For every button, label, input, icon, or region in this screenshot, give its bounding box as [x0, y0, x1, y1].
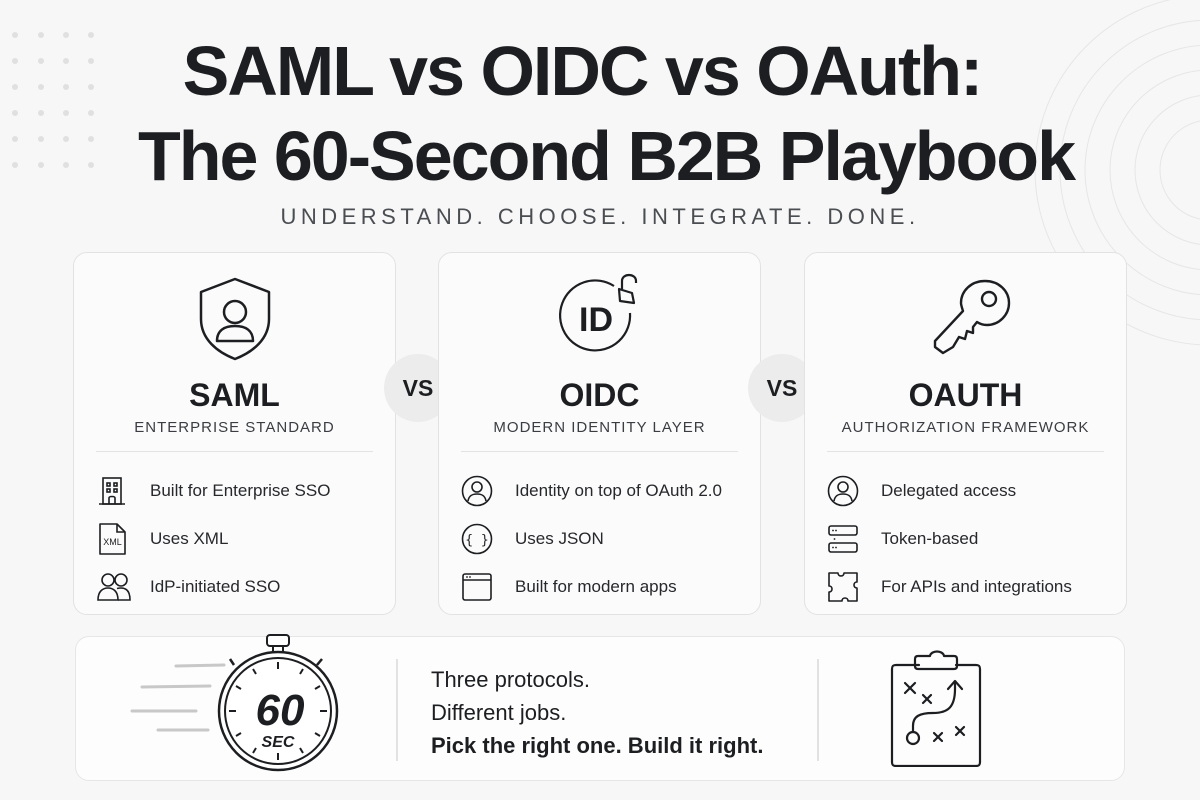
divider	[461, 451, 738, 452]
protocol-name: OIDC	[559, 377, 640, 413]
feature-list: Delegated access Token-based For APIs an…	[827, 467, 1116, 611]
svg-text:SEC: SEC	[262, 734, 295, 751]
divider	[817, 659, 819, 761]
protocol-card-oauth: OAUTH AUTHORIZATION FRAMEWORK Delegated …	[804, 252, 1127, 615]
svg-text:{ }: { }	[465, 533, 488, 548]
page-title-line-2: The 60-Second B2B Playbook	[137, 117, 1076, 195]
xml-file-icon: XML	[96, 522, 136, 556]
feature-text: Token-based	[881, 529, 979, 548]
building-icon	[96, 474, 136, 508]
feature-item: Built for modern apps	[461, 563, 750, 611]
puzzle-icon	[827, 570, 867, 604]
id-lock-icon: ID	[558, 273, 637, 352]
feature-item: Built for Enterprise SSO	[96, 467, 385, 515]
token-server-icon	[827, 522, 867, 556]
protocol-tagline: MODERN IDENTITY LAYER	[493, 419, 706, 436]
protocol-name: OAUTH	[908, 377, 1023, 413]
page-title-line-1: SAML vs OIDC vs OAuth:	[182, 32, 984, 110]
divider	[396, 659, 398, 761]
svg-text:XML: XML	[103, 537, 122, 547]
svg-text:ID: ID	[579, 301, 613, 339]
shield-user-icon	[199, 277, 270, 361]
feature-text: Delegated access	[881, 481, 1017, 500]
stopwatch-60-sec-icon: 60 SEC	[130, 634, 339, 772]
dot-grid-decoration	[12, 32, 94, 168]
protocol-tagline: AUTHORIZATION FRAMEWORK	[841, 419, 1090, 436]
feature-item: Delegated access	[827, 467, 1116, 515]
browser-window-icon	[461, 570, 501, 604]
summary-panel: 60 SEC Three protocols. Different jobs. …	[75, 634, 1125, 781]
feature-text: For APIs and integrations	[881, 577, 1072, 596]
divider	[96, 451, 373, 452]
tagline-line-1: Three protocols.	[431, 667, 590, 692]
feature-text: IdP-initiated SSO	[150, 577, 281, 596]
concentric-rings-decoration	[1034, 0, 1200, 346]
feature-item: For APIs and integrations	[827, 563, 1116, 611]
users-icon	[96, 570, 136, 604]
feature-item: Token-based	[827, 515, 1116, 563]
tagline-line-2: Different jobs.	[431, 700, 567, 725]
feature-text: Built for modern apps	[515, 577, 677, 596]
protocol-tagline: ENTERPRISE STANDARD	[134, 419, 335, 436]
feature-list: Identity on top of OAuth 2.0 { } Uses JS…	[461, 467, 750, 611]
feature-text: Uses JSON	[515, 529, 604, 548]
protocol-card-oidc: ID OIDC MODERN IDENTITY LAYER Identity o…	[438, 252, 761, 615]
playbook-clipboard-icon	[890, 650, 982, 767]
feature-item: Identity on top of OAuth 2.0	[461, 467, 750, 515]
page-subtitle: UNDERSTAND. CHOOSE. INTEGRATE. DONE.	[280, 204, 920, 229]
svg-text:60: 60	[256, 686, 305, 735]
user-circle-icon	[461, 474, 501, 508]
feature-text: Uses XML	[150, 529, 229, 548]
feature-item: { } Uses JSON	[461, 515, 750, 563]
user-circle-icon	[827, 474, 867, 508]
json-braces-icon: { }	[461, 522, 501, 556]
summary-tagline: Three protocols. Different jobs. Pick th…	[431, 663, 763, 762]
key-icon	[933, 279, 1010, 355]
feature-item: XML Uses XML	[96, 515, 385, 563]
protocol-name: SAML	[189, 377, 280, 413]
feature-text: Identity on top of OAuth 2.0	[515, 481, 722, 500]
divider	[827, 451, 1104, 452]
protocol-card-saml: SAML ENTERPRISE STANDARD Built for Enter…	[73, 252, 396, 615]
tagline-line-3: Pick the right one. Build it right.	[431, 733, 764, 758]
feature-item: IdP-initiated SSO	[96, 563, 385, 611]
feature-text: Built for Enterprise SSO	[150, 481, 331, 500]
feature-list: Built for Enterprise SSO XML Uses XML Id…	[96, 467, 385, 611]
